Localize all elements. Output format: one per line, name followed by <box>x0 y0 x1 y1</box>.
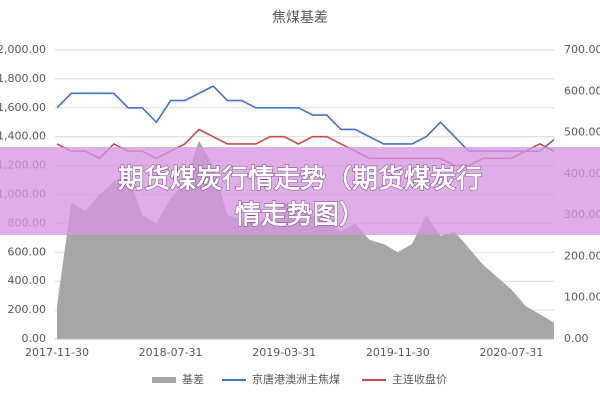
y2-tick-label: 0.00 <box>564 332 589 345</box>
y2-tick-label: 700.00 <box>564 43 600 56</box>
y2-tick-label: 100.00 <box>564 291 600 304</box>
legend-label: 主连收盘价 <box>392 372 447 386</box>
y-tick-label: 1,400.00 <box>0 130 46 143</box>
y-tick-label: 400.00 <box>8 274 47 287</box>
y-tick-label: 1,800.00 <box>0 72 46 85</box>
chart-title: 焦煤基差 <box>272 9 328 26</box>
legend-label: 京唐港澳洲主焦煤 <box>252 372 340 386</box>
y-tick-label: 0.00 <box>22 332 47 345</box>
banner-text: 期货煤炭行情走势（期货煤炭行 <box>118 164 482 195</box>
y-tick-label: 2,000.00 <box>0 43 46 56</box>
y-tick-label: 1,600.00 <box>0 101 46 114</box>
x-tick-label: 2019-11-30 <box>366 346 430 359</box>
banner-band <box>0 147 600 235</box>
x-tick-label: 2018-07-31 <box>139 346 203 359</box>
legend-label: 基差 <box>182 372 204 386</box>
banner-text: 情走势图） <box>235 201 365 231</box>
y-tick-label: 200.00 <box>8 303 47 316</box>
x-tick-label: 2019-03-31 <box>252 346 316 359</box>
y-tick-label: 600.00 <box>8 245 47 258</box>
y2-tick-label: 500.00 <box>564 126 600 139</box>
legend-swatch <box>152 377 176 383</box>
line <box>56 85 555 152</box>
y2-tick-label: 200.00 <box>564 249 600 262</box>
x-tick-label: 2020-07-31 <box>479 346 543 359</box>
y2-tick-label: 600.00 <box>564 84 600 97</box>
x-tick-label: 2017-11-30 <box>25 346 89 359</box>
